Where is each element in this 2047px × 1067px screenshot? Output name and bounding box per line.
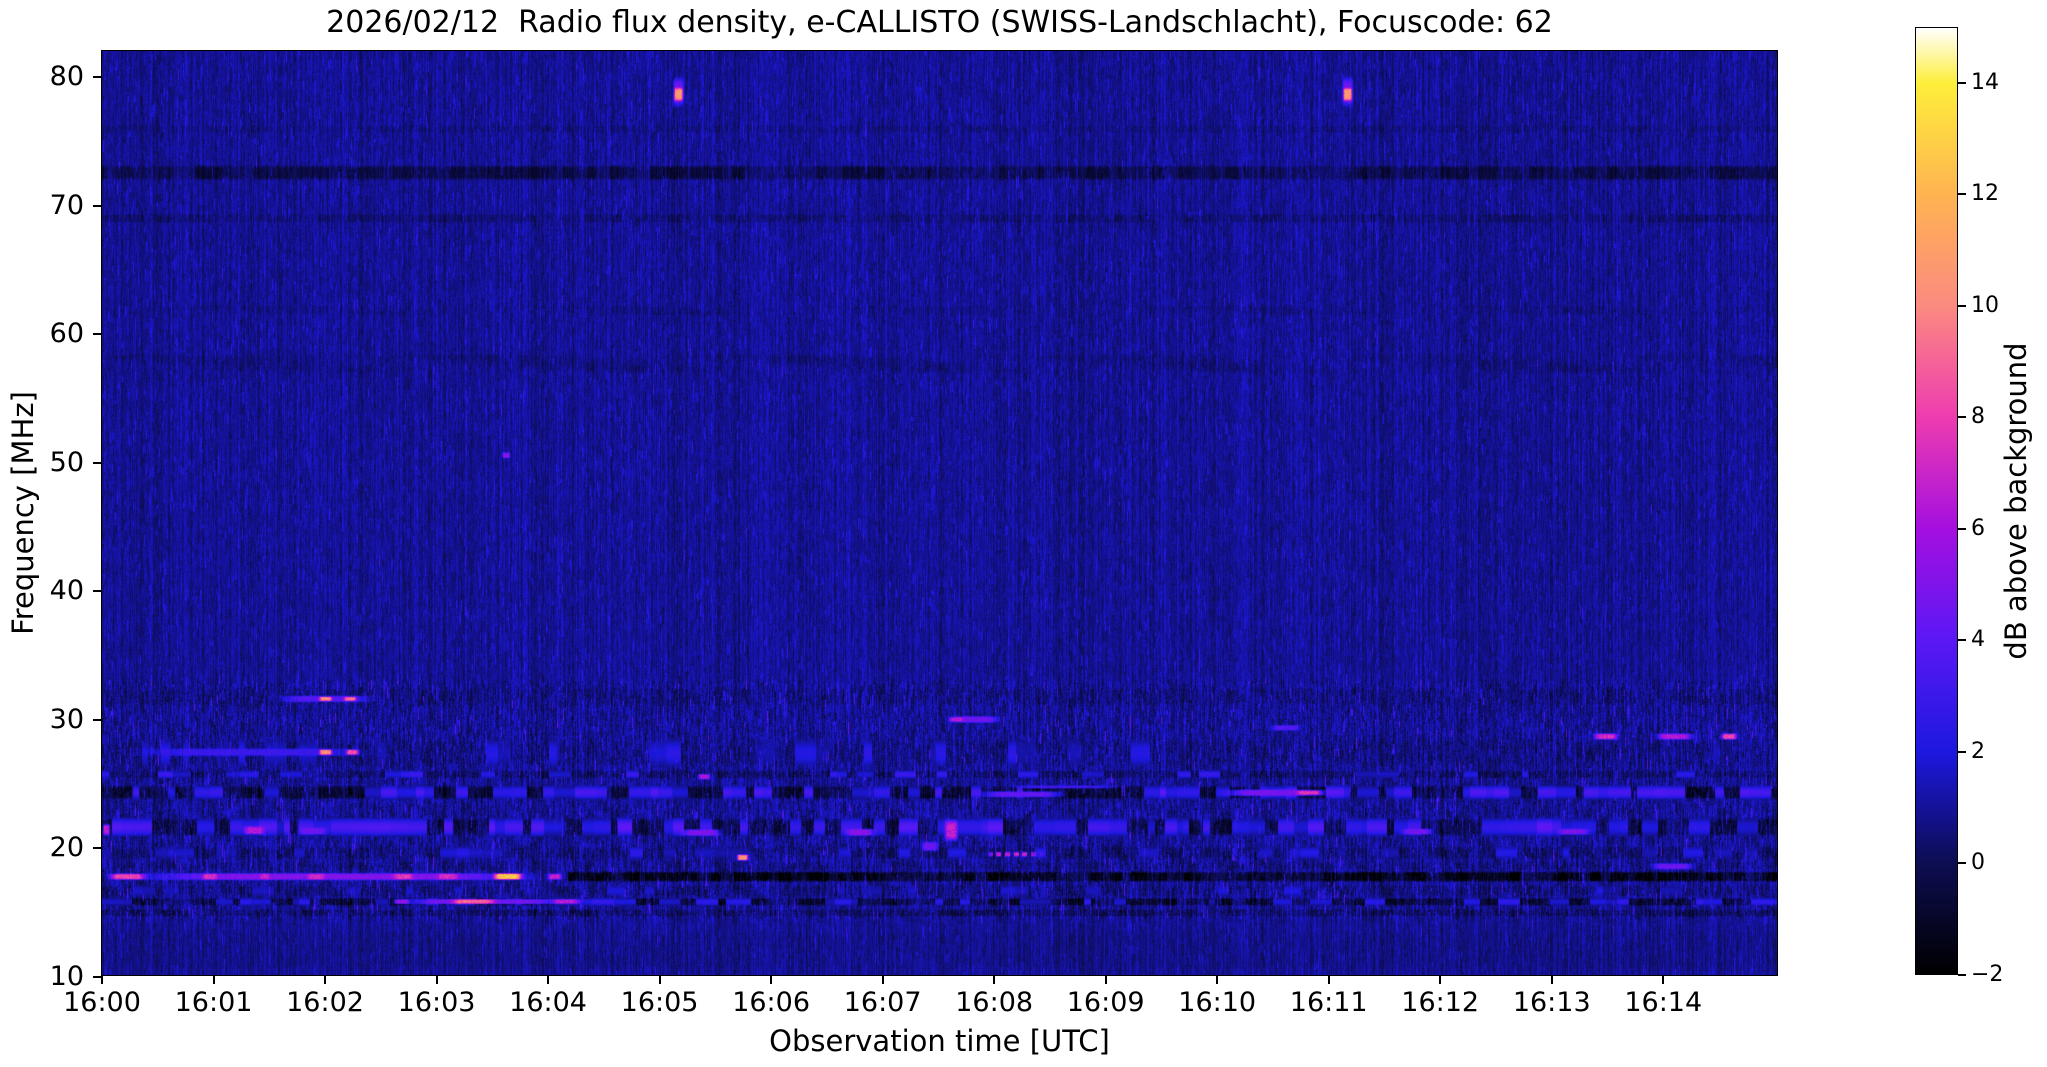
y-tick-mark xyxy=(93,975,102,978)
x-tick-label: 16:12 xyxy=(1401,987,1480,1018)
y-tick-label: 30 xyxy=(49,703,84,735)
x-tick-label: 16:00 xyxy=(63,987,141,1018)
x-tick-label: 16:04 xyxy=(509,987,587,1018)
colorbar-label: dB above background xyxy=(1999,342,2033,660)
colorbar-tick-mark xyxy=(1958,639,1966,642)
x-tick-label: 16:02 xyxy=(286,987,364,1018)
y-tick-mark xyxy=(93,333,102,336)
colorbar-tick-mark xyxy=(1958,193,1966,196)
x-tick-mark xyxy=(1216,975,1219,984)
y-tick-label: 60 xyxy=(49,318,84,350)
x-tick-label: 16:07 xyxy=(843,987,922,1018)
y-tick-mark xyxy=(93,204,102,207)
x-tick-label: 16:11 xyxy=(1289,987,1368,1018)
spectrogram-canvas xyxy=(102,51,1777,975)
x-tick-mark xyxy=(881,975,884,984)
colorbar-tick-label: 12 xyxy=(1971,181,1999,207)
colorbar-gradient xyxy=(1916,28,1957,974)
colorbar-tick-label: 6 xyxy=(1971,515,1985,541)
y-tick-label: 80 xyxy=(49,60,84,92)
x-tick-mark xyxy=(435,975,438,984)
y-tick-mark xyxy=(93,461,102,464)
x-axis-label: Observation time [UTC] xyxy=(769,1024,1110,1058)
x-tick-label: 16:08 xyxy=(955,987,1034,1018)
y-tick-label: 50 xyxy=(49,446,84,478)
colorbar-tick-label: 10 xyxy=(1971,292,1999,318)
x-tick-mark xyxy=(770,975,773,984)
colorbar-tick-label: 4 xyxy=(1971,627,1985,653)
y-tick-label: 10 xyxy=(49,960,84,992)
y-tick-label: 20 xyxy=(49,832,84,864)
x-tick-label: 16:06 xyxy=(732,987,810,1018)
x-tick-label: 16:13 xyxy=(1512,987,1591,1018)
colorbar xyxy=(1915,27,1958,975)
colorbar-tick-label: 14 xyxy=(1971,69,1999,95)
colorbar-tick-mark xyxy=(1958,527,1966,530)
colorbar-tick-mark xyxy=(1958,862,1966,865)
y-tick-mark xyxy=(93,590,102,593)
colorbar-tick-mark xyxy=(1958,81,1966,84)
chart-title: 2026/02/12 Radio flux density, e-CALLIST… xyxy=(326,5,1553,40)
x-tick-mark xyxy=(1104,975,1107,984)
x-tick-mark xyxy=(212,975,215,984)
y-tick-mark xyxy=(93,718,102,721)
x-tick-mark xyxy=(324,975,327,984)
colorbar-tick-mark xyxy=(1958,416,1966,419)
x-tick-label: 16:03 xyxy=(397,987,476,1018)
y-tick-label: 40 xyxy=(49,575,84,607)
x-tick-mark xyxy=(1550,975,1553,984)
x-tick-label: 16:05 xyxy=(620,987,699,1018)
x-tick-label: 16:01 xyxy=(174,987,253,1018)
x-tick-mark xyxy=(101,975,103,984)
x-tick-mark xyxy=(547,975,550,984)
x-tick-label: 16:14 xyxy=(1624,987,1703,1018)
colorbar-tick-label: 0 xyxy=(1971,850,1985,876)
x-tick-mark xyxy=(658,975,661,984)
colorbar-tick-label: 2 xyxy=(1971,738,1985,764)
y-tick-mark xyxy=(93,75,102,78)
x-tick-label: 16:10 xyxy=(1178,987,1257,1018)
x-tick-mark xyxy=(993,975,996,984)
x-tick-mark xyxy=(1662,975,1665,984)
colorbar-tick-mark xyxy=(1958,304,1966,307)
x-tick-mark xyxy=(1327,975,1330,984)
x-tick-label: 16:09 xyxy=(1066,987,1145,1018)
x-tick-mark xyxy=(1439,975,1442,984)
colorbar-tick-mark xyxy=(1958,750,1966,753)
colorbar-tick-mark xyxy=(1958,974,1966,976)
colorbar-tick-label: −2 xyxy=(1971,962,2004,987)
colorbar-tick-label: 8 xyxy=(1971,404,1985,430)
y-tick-label: 70 xyxy=(49,189,84,221)
y-tick-mark xyxy=(93,847,102,850)
plot-area xyxy=(101,50,1778,976)
